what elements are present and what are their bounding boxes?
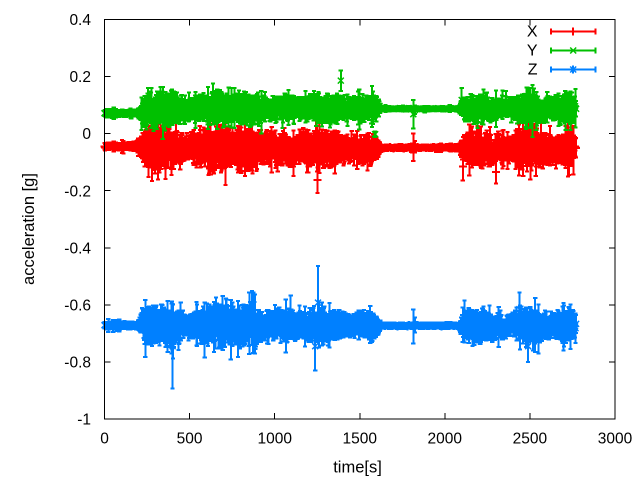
svg-text:3000: 3000 (598, 431, 633, 448)
svg-text:-0.6: -0.6 (64, 298, 91, 315)
svg-text:1000: 1000 (257, 431, 292, 448)
svg-text:0: 0 (100, 431, 109, 448)
svg-text:-0.4: -0.4 (64, 240, 91, 257)
svg-text:500: 500 (177, 431, 203, 448)
svg-text:2000: 2000 (428, 431, 463, 448)
svg-text:-0.2: -0.2 (64, 183, 91, 200)
svg-text:X: X (527, 24, 538, 41)
svg-text:Z: Z (528, 62, 538, 79)
svg-text:-1: -1 (77, 412, 91, 429)
svg-text:0.2: 0.2 (69, 69, 91, 86)
svg-text:0: 0 (82, 126, 91, 143)
svg-text:-0.8: -0.8 (64, 355, 91, 372)
svg-text:0.4: 0.4 (69, 12, 91, 29)
svg-text:1500: 1500 (343, 431, 378, 448)
svg-text:2500: 2500 (513, 431, 548, 448)
svg-text:time[s]: time[s] (333, 459, 382, 477)
svg-text:Y: Y (527, 43, 538, 60)
svg-text:acceleration [g]: acceleration [g] (20, 173, 38, 285)
